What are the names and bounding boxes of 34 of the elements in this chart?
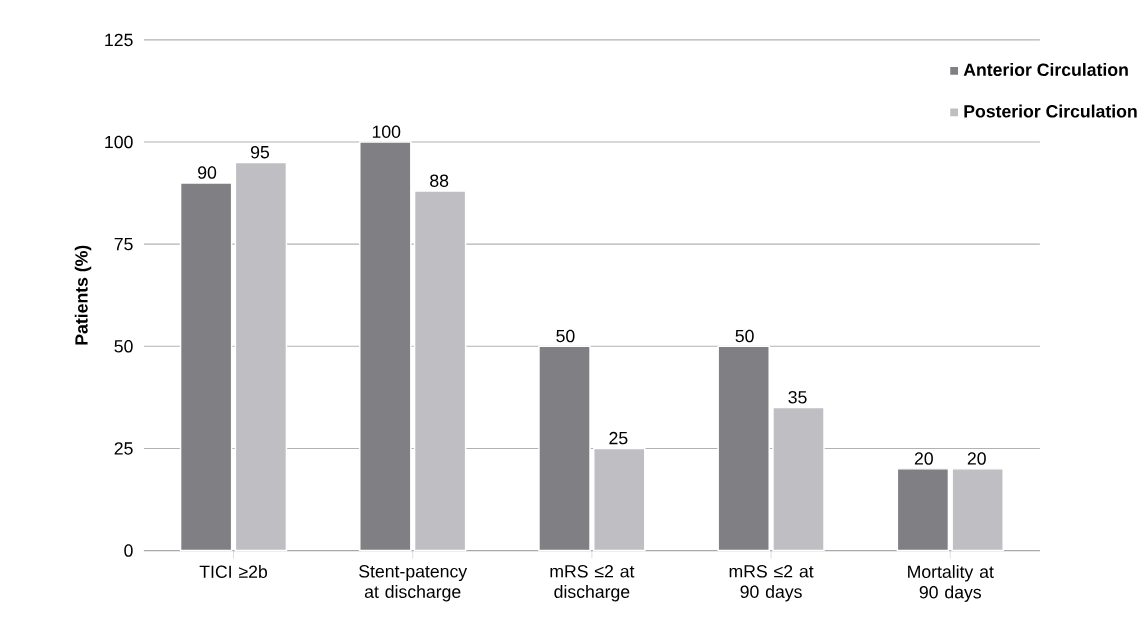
bar <box>359 141 412 552</box>
bar <box>772 406 825 552</box>
legend-label: Anterior Circulation <box>963 63 1128 77</box>
bar <box>234 161 288 552</box>
x-tick-label: TICI ≥2b <box>199 565 268 579</box>
data-label: 25 <box>609 432 628 445</box>
y-axis-title: Patients (%) <box>74 245 92 345</box>
data-label: 88 <box>430 174 449 188</box>
data-label: 20 <box>967 452 986 465</box>
y-tick-label: 100 <box>105 135 133 149</box>
bar <box>951 468 1004 552</box>
bar <box>538 345 591 552</box>
y-tick-label: 25 <box>114 442 133 455</box>
data-label: 35 <box>788 391 807 404</box>
data-label: 100 <box>372 125 401 139</box>
bar <box>179 182 233 552</box>
data-label: 50 <box>556 329 575 343</box>
legend-label: Posterior Circulation <box>964 104 1137 118</box>
x-tick-label: Mortality at 90 days <box>908 565 994 603</box>
y-tick-label: 75 <box>114 238 133 251</box>
y-tick-label: 50 <box>114 340 133 353</box>
x-tick-label: mRS ≤2 at discharge <box>550 565 635 602</box>
data-label: 50 <box>735 329 754 343</box>
bar <box>896 468 950 552</box>
data-label: 20 <box>914 452 933 465</box>
x-tick-label: Stent-patency at discharge <box>359 565 468 602</box>
data-label: 95 <box>250 146 270 159</box>
bar <box>413 190 467 552</box>
bar <box>717 345 770 552</box>
y-tick-label: 125 <box>105 33 133 47</box>
y-tick-label: 0 <box>124 544 133 557</box>
bar <box>593 447 646 552</box>
data-label: 90 <box>198 166 217 179</box>
x-tick-label: mRS ≤2 at 90 days <box>729 565 814 602</box>
